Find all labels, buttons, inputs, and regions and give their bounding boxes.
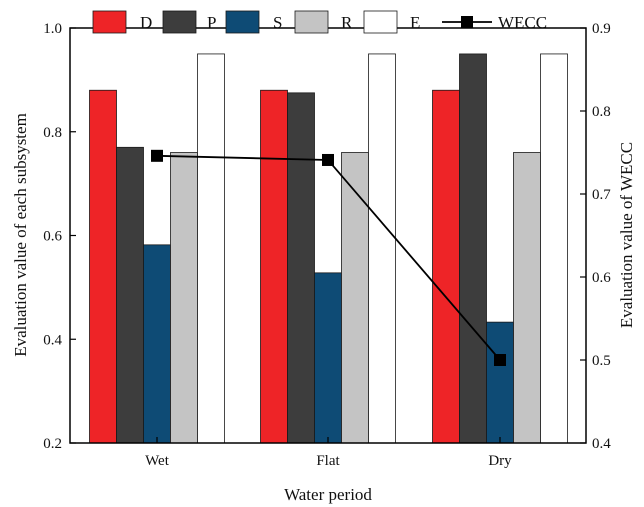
y2-tick-label: 0.7 xyxy=(592,187,611,203)
bar-p-flat xyxy=(287,92,315,444)
y2-tick-label: 0.8 xyxy=(592,104,611,120)
bar-r-flat xyxy=(341,152,369,444)
bar-s-dry xyxy=(486,321,514,444)
bar-d-wet xyxy=(89,89,117,444)
wecc-point-dry xyxy=(494,354,506,366)
legend-swatch-r xyxy=(294,10,329,34)
legend-label-e: E xyxy=(410,13,420,32)
bar-d-flat xyxy=(260,89,288,444)
y2-tick-label: 0.5 xyxy=(592,353,611,369)
bar-d-dry xyxy=(432,89,460,444)
ticks-layer: 0.2 0.4 0.6 0.8 1.0 0.4 0.5 0.6 0.7 0.8 0.9 Wet Flat… xyxy=(43,21,611,469)
x-tick-label: Dry xyxy=(488,453,512,469)
bar-e-dry xyxy=(540,53,568,444)
y-tick-label: 0.4 xyxy=(43,332,62,348)
y-axis-title: Evaluation value of each subsystem xyxy=(11,113,30,357)
legend-marker-wecc xyxy=(461,16,473,28)
legend-label-wecc: WECC xyxy=(498,13,547,32)
y2-tick-label: 0.9 xyxy=(592,21,611,37)
bar-p-dry xyxy=(459,53,487,444)
y-tick-label: 0.6 xyxy=(43,229,62,245)
legend-label-d: D xyxy=(140,13,152,32)
bar-s-flat xyxy=(314,272,342,444)
legend-label-p: P xyxy=(207,13,216,32)
bar-r-wet xyxy=(170,152,198,444)
y2-tick-label: 0.6 xyxy=(592,270,611,286)
x-axis-title: Water period xyxy=(284,485,372,504)
y2-tick-label: 0.4 xyxy=(592,436,611,452)
bar-s-wet xyxy=(143,244,171,444)
legend: D P S R E WECC xyxy=(92,10,547,34)
bars-layer xyxy=(89,53,568,444)
bar-p-wet xyxy=(116,146,144,444)
wecc-line-layer xyxy=(151,149,506,366)
x-tick-label: Wet xyxy=(145,453,170,469)
legend-swatch-e xyxy=(363,10,398,34)
legend-swatch-p xyxy=(162,10,197,34)
legend-swatch-s xyxy=(225,10,260,34)
bar-r-dry xyxy=(513,152,541,444)
y-tick-label: 0.2 xyxy=(43,436,62,452)
wecc-point-wet xyxy=(151,149,163,162)
wecc-point-flat xyxy=(322,153,334,166)
legend-swatch-d xyxy=(92,10,127,34)
x-tick-label: Flat xyxy=(316,453,340,469)
y-tick-label: 0.8 xyxy=(43,125,62,141)
bar-e-wet xyxy=(197,53,225,444)
legend-label-s: S xyxy=(273,13,282,32)
y2-axis-title: Evaluation value of WECC xyxy=(617,142,636,328)
legend-label-r: R xyxy=(341,13,353,32)
y-tick-label: 1.0 xyxy=(43,21,62,37)
bar-e-flat xyxy=(368,53,396,444)
